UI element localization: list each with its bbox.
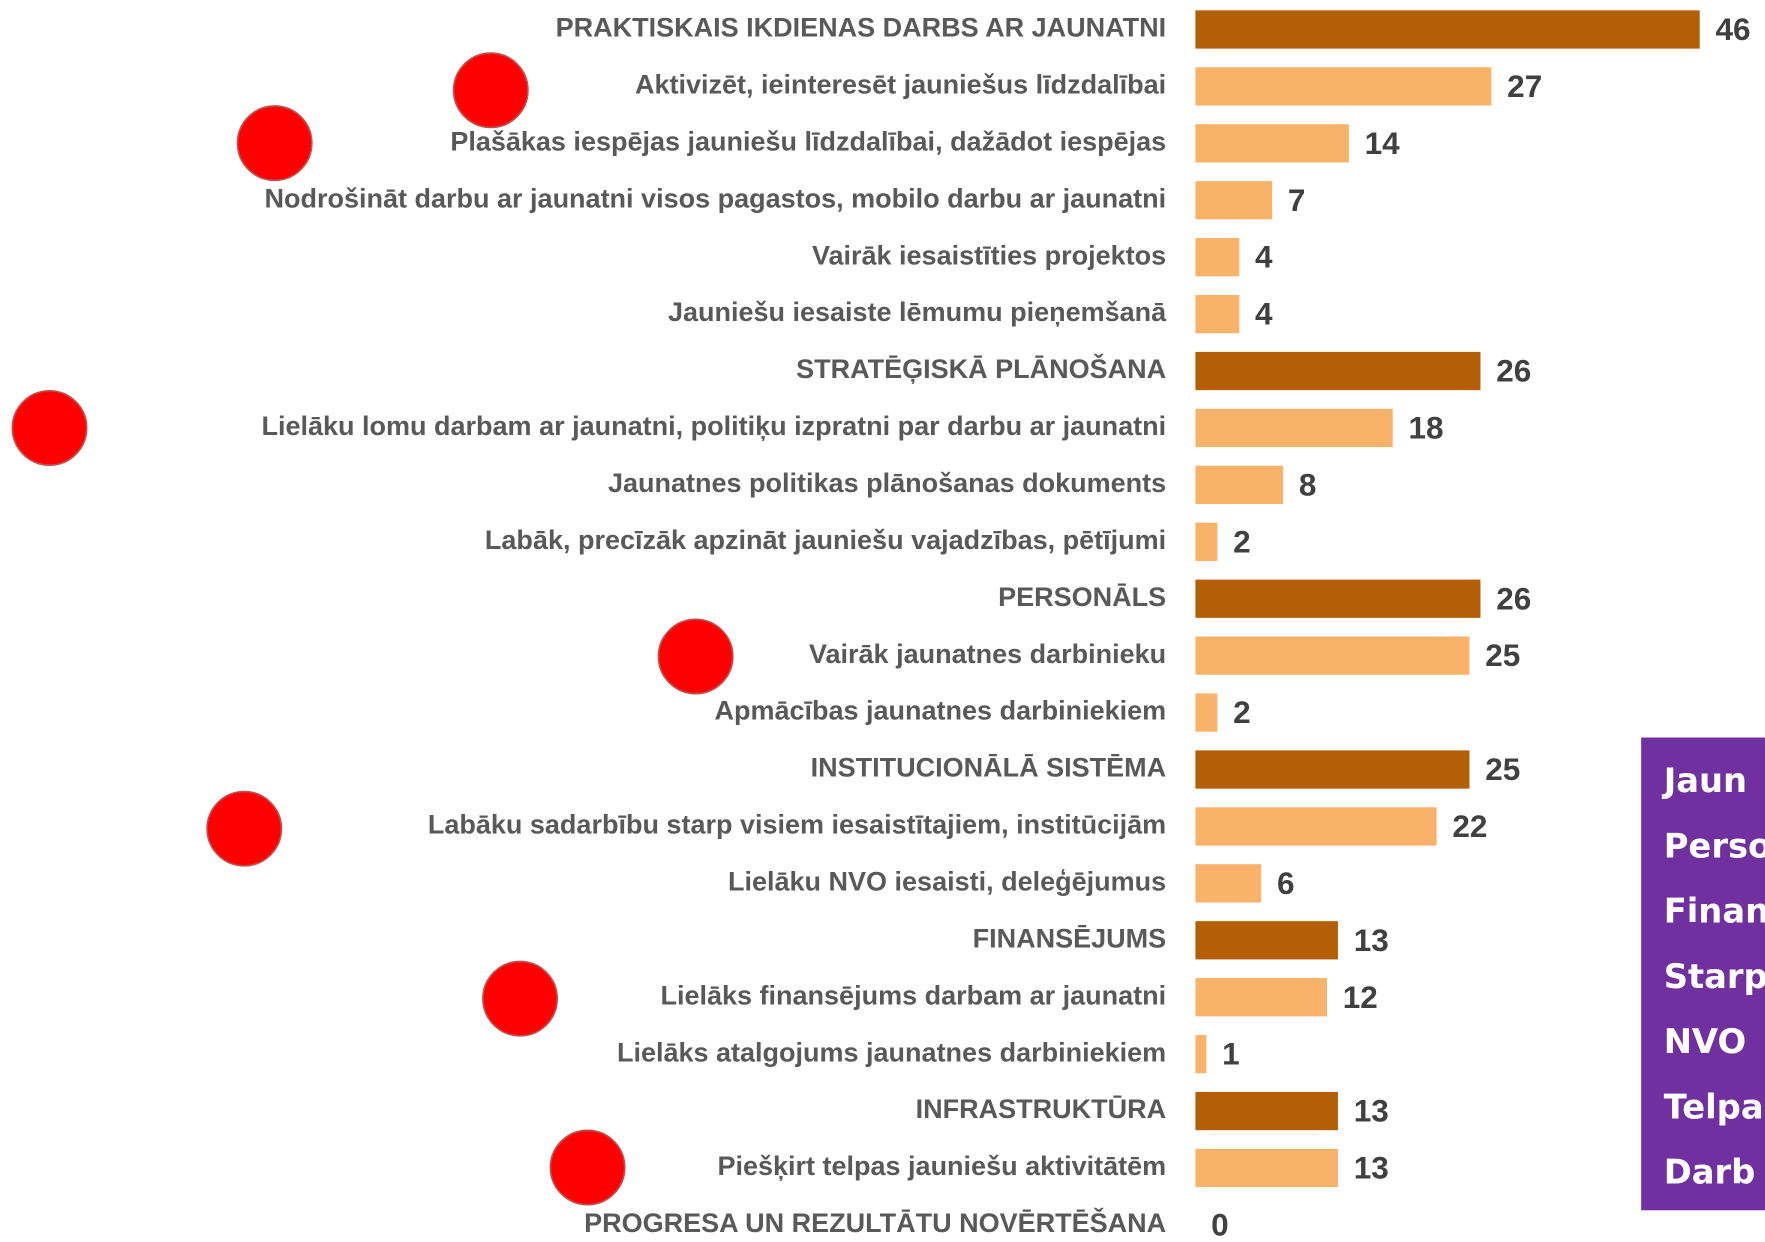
category-label: Lielāku lomu darbam ar jaunatni, politiķ… xyxy=(262,411,1167,441)
bar xyxy=(1195,978,1327,1017)
value-label: 2 xyxy=(1233,694,1251,730)
marker xyxy=(11,389,88,466)
bar xyxy=(1195,238,1240,277)
value-label: 13 xyxy=(1354,922,1389,958)
value-label: 1 xyxy=(1222,1036,1240,1072)
marker xyxy=(657,618,734,695)
value-label: 4 xyxy=(1255,296,1273,332)
value-label: 18 xyxy=(1409,410,1444,446)
category-label: Jauniešu iesaiste lēmumu pieņemšanā xyxy=(668,297,1167,327)
marker xyxy=(236,105,313,182)
value-label: 25 xyxy=(1485,751,1520,787)
category-label: Labāk, precīzāk apzināt jauniešu vajadzī… xyxy=(485,525,1166,555)
value-label: 26 xyxy=(1496,353,1531,389)
marker xyxy=(206,790,283,867)
category-label: Lielāks finansējums darbam ar jaunatni xyxy=(660,980,1166,1010)
note-line: Telpa xyxy=(1664,1087,1764,1126)
value-label: 26 xyxy=(1496,580,1531,616)
value-label: 25 xyxy=(1485,637,1520,673)
category-label: Labāku sadarbību starp visiem iesaistīta… xyxy=(428,810,1166,840)
bar xyxy=(1195,522,1218,561)
bar xyxy=(1195,351,1481,391)
value-label: 6 xyxy=(1277,865,1295,901)
bar xyxy=(1195,294,1240,334)
value-label: 27 xyxy=(1507,68,1542,104)
value-label: 12 xyxy=(1343,979,1378,1015)
bar xyxy=(1195,181,1273,220)
value-label: 22 xyxy=(1452,808,1487,844)
bar xyxy=(1195,693,1218,732)
value-label: 2 xyxy=(1233,523,1251,559)
category-label: Apmācības jaunatnes darbiniekiem xyxy=(714,696,1166,726)
category-label: STRATĒĢISKĀ PLĀNOŠANA xyxy=(796,353,1166,384)
value-label: 14 xyxy=(1365,125,1401,161)
category-label: Nodrošināt darbu ar jaunatni visos pagas… xyxy=(265,183,1167,213)
bar xyxy=(1195,67,1492,106)
bar xyxy=(1195,921,1338,960)
bar xyxy=(1195,807,1437,846)
category-label: Plašākas iespējas jauniešu līdzdalībai, … xyxy=(450,126,1166,156)
bar xyxy=(1195,864,1262,903)
category-label: Aktivizēt, ieinteresēt jauniešus līdzdal… xyxy=(635,70,1166,100)
bar xyxy=(1195,579,1481,618)
bar xyxy=(1195,1148,1338,1188)
note-line: Perso xyxy=(1664,826,1765,865)
category-label: Lielāku NVO iesaisti, deleģējumus xyxy=(728,866,1166,896)
note-line: Finan xyxy=(1664,892,1765,931)
category-label: FINANSĒJUMS xyxy=(973,923,1167,953)
bar xyxy=(1195,124,1349,163)
category-label: Vairāk jaunatnes darbinieku xyxy=(809,639,1166,669)
category-label: INFRASTRUKTŪRA xyxy=(916,1094,1166,1124)
bar xyxy=(1195,1034,1207,1074)
bar xyxy=(1195,10,1700,49)
marker xyxy=(452,52,529,129)
value-label: 0 xyxy=(1211,1206,1229,1242)
bar xyxy=(1195,636,1470,675)
value-label: 7 xyxy=(1288,182,1306,218)
category-label: Lielāks atalgojums jaunatnes darbiniekie… xyxy=(617,1037,1166,1067)
category-label: Vairāk iesaistīties projektos xyxy=(812,240,1166,270)
category-label: PERSONĀLS xyxy=(998,582,1166,612)
marker xyxy=(482,960,559,1037)
highlight-markers xyxy=(11,52,734,1206)
value-label: 4 xyxy=(1255,239,1273,275)
value-label: 8 xyxy=(1299,466,1317,502)
category-label: PROGRESA UN REZULTĀTU NOVĒRTĒŠANA xyxy=(584,1207,1166,1238)
bar xyxy=(1195,1091,1338,1131)
category-label: Piešķirt telpas jauniešu aktivitātēm xyxy=(717,1151,1166,1181)
bar xyxy=(1195,750,1470,789)
category-label: Jaunatnes politikas plānošanas dokuments xyxy=(608,468,1166,498)
note-line: Starp xyxy=(1664,957,1765,996)
value-label: 13 xyxy=(1354,1150,1389,1186)
category-label: INSTITUCIONĀLĀ SISTĒMA xyxy=(811,753,1167,783)
value-label: 46 xyxy=(1715,11,1750,47)
bar xyxy=(1195,408,1393,448)
note-line: NVO xyxy=(1664,1022,1746,1061)
note-line: Jaun xyxy=(1662,761,1747,800)
bar xyxy=(1195,465,1284,505)
note-box xyxy=(1641,737,1765,1211)
marker xyxy=(549,1129,626,1206)
value-label: 13 xyxy=(1354,1093,1389,1129)
note-line: Darb xyxy=(1664,1153,1756,1192)
category-label: PRAKTISKAIS IKDIENAS DARBS AR JAUNATNI xyxy=(556,13,1167,43)
